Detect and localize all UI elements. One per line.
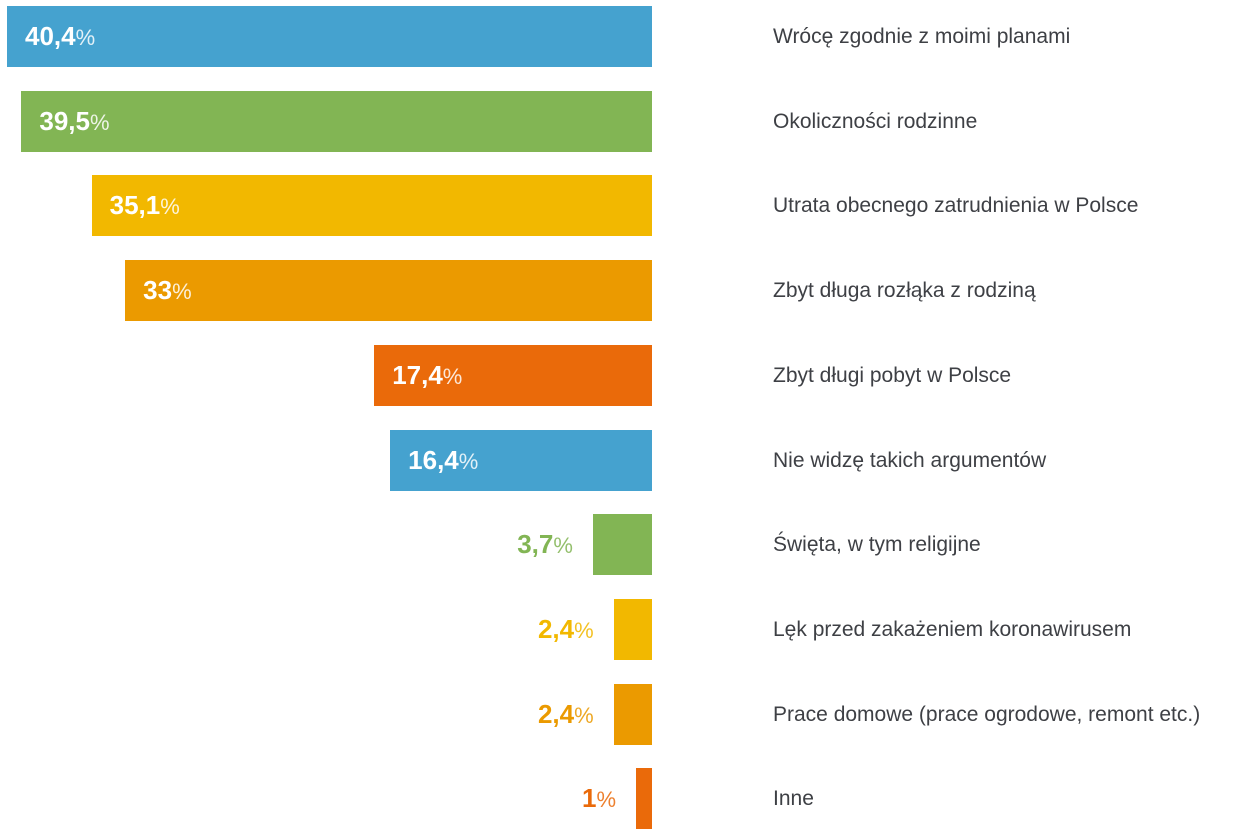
bar-value-unit: % (596, 787, 617, 813)
category-label: Zbyt długi pobyt w Polsce (773, 363, 1012, 387)
bar-value-number: 40,4 (25, 21, 76, 51)
bar-value-unit: % (458, 448, 479, 474)
bar-value-label: 40,4% (25, 6, 95, 67)
bar-value-unit: % (160, 194, 180, 220)
bar-value-number: 35,1 (109, 190, 161, 221)
bar-value-label: 3,7% (517, 514, 573, 575)
bar-value-unit: % (442, 363, 463, 389)
category-label: Wrócę zgodnie z moimi planami (773, 25, 1071, 48)
bar (21, 90, 652, 152)
category-label: Utrata obecnego zatrudnienia w Polsce (773, 194, 1139, 218)
bar (390, 429, 652, 491)
bar-value-unit: % (574, 617, 594, 643)
bar-value-unit: % (553, 533, 573, 559)
category-label: Lęk przed zakażeniem koronawirusem (773, 617, 1132, 641)
bar-value-unit: % (75, 25, 96, 50)
bar (592, 514, 652, 576)
bar-value-unit: % (172, 279, 192, 305)
bar (7, 6, 652, 67)
bar-value-label: 35,1% (110, 175, 180, 236)
bar (91, 175, 652, 237)
bar-value-unit: % (89, 109, 110, 135)
bar (636, 768, 652, 830)
bar-value-number: 2,4 (537, 613, 575, 644)
category-label: Zbyt długa rozłąka z rodziną (773, 279, 1036, 303)
category-label: Święta, w tym religijne (773, 533, 981, 557)
category-label: Nie widzę takich argumentów (773, 448, 1047, 472)
bar (613, 598, 652, 660)
bar-value-label: 16,4% (408, 430, 478, 491)
bar-value-number: 1 (582, 783, 597, 814)
bar-value-number: 16,4 (408, 444, 459, 475)
bar-value-label: 1% (582, 768, 616, 829)
bar-value-label: 33% (143, 260, 191, 321)
category-label: Prace domowe (prace ogrodowe, remont etc… (773, 702, 1201, 726)
bar-value-number: 39,5 (39, 105, 90, 136)
bar-value-number: 2,4 (537, 698, 575, 729)
bar (613, 683, 652, 745)
bar-value-number: 33 (143, 275, 173, 306)
bar-value-label: 2,4% (538, 599, 594, 660)
bar-value-unit: % (574, 702, 594, 728)
bar-value-number: 3,7 (517, 529, 554, 560)
bar-value-number: 17,4 (392, 359, 443, 390)
bar (125, 260, 652, 322)
bar-value-label: 17,4% (392, 345, 462, 406)
category-label: Inne (773, 787, 814, 811)
category-label: Okoliczności rodzinne (773, 109, 978, 133)
bar-value-label: 39,5% (39, 91, 109, 152)
bar (374, 344, 652, 406)
bar-value-label: 2,4% (538, 684, 594, 745)
